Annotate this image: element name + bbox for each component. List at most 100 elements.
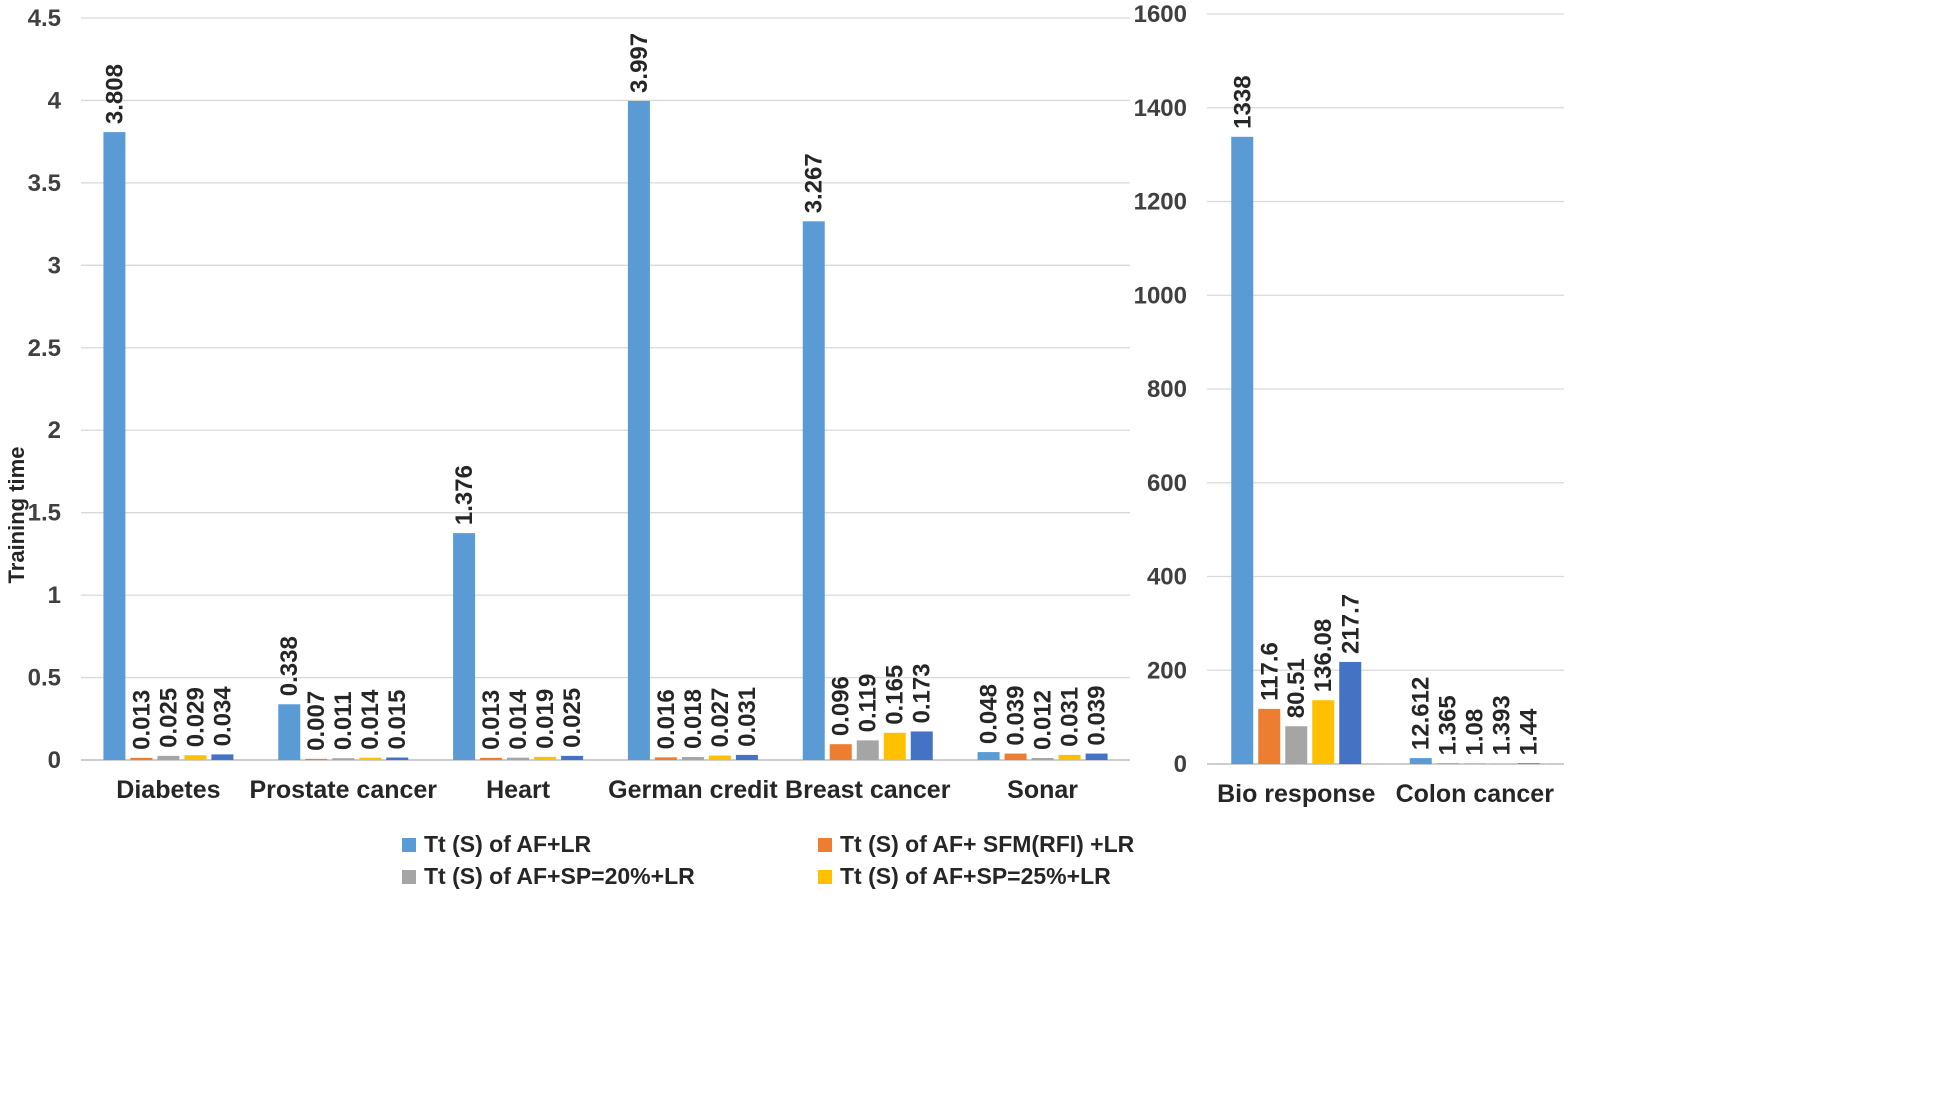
y-tick-label: 1 [48,582,61,609]
data-label-breast-cancer-s3: 0.119 [855,674,882,733]
data-label-prostate-cancer-s3: 0.011 [330,691,357,750]
bar-sonar-s4 [1058,754,1081,760]
bar-colon-cancer-s5 [1517,763,1540,764]
data-label-german-credit-s2: 0.016 [653,689,680,749]
bar-diabetes-s4 [184,755,207,760]
data-label-bio-response-s3: 80.51 [1283,658,1310,718]
y-tick-label: 1.5 [28,500,61,527]
bar-bio-response-s5 [1339,661,1362,764]
bar-german-credit-s2 [654,757,677,760]
category-label-sonar: Sonar [1007,776,1078,804]
legend-label-4: Tt (S) of AF+SP=25%+LR [840,863,1111,889]
bar-bio-response-s2 [1258,708,1281,764]
bar-breast-cancer-s4 [883,732,906,760]
y-tick-label: 200 [1147,657,1187,684]
y-tick-label: 4 [48,87,62,114]
data-label-sonar-s2: 0.039 [1003,686,1030,746]
data-label-diabetes-s1: 3.808 [101,64,128,124]
data-label-sonar-s4: 0.031 [1057,687,1084,747]
bar-sonar-s2 [1004,753,1027,760]
data-label-bio-response-s4: 136.08 [1310,619,1337,692]
bar-prostate-cancer-s2 [305,758,328,760]
data-label-colon-cancer-s2: 1.365 [1435,695,1462,755]
bar-breast-cancer-s5 [910,731,933,760]
data-label-prostate-cancer-s2: 0.007 [303,691,330,751]
data-label-colon-cancer-s5: 1.44 [1516,708,1543,755]
category-label-prostate-cancer: Prostate cancer [249,776,437,804]
right-chart: 0 200 400 600 800 1000 1200 1400 1600 Bio respons… [1134,1,1564,808]
bar-german-credit-s1 [627,100,650,761]
data-label-bio-response-s5: 217.7 [1337,594,1364,654]
bar-sonar-s5 [1085,753,1108,760]
data-label-prostate-cancer-s4: 0.014 [357,689,384,750]
bar-german-credit-s4 [708,755,731,760]
bar-sonar-s1 [977,752,1000,760]
data-label-colon-cancer-s1: 12.612 [1408,677,1435,750]
bar-prostate-cancer-s5 [386,757,409,760]
y-tick-label: 1000 [1134,282,1187,309]
bar-bio-response-s1 [1231,136,1254,764]
bar-bio-response-s3 [1285,726,1308,764]
legend-label-2: Tt (S) of AF+ SFM(RFI) +LR [840,831,1135,857]
data-label-diabetes-s4: 0.029 [182,687,209,747]
legend-swatch-2 [818,838,832,852]
data-label-bio-response-s2: 117.6 [1256,642,1283,701]
bar-heart-s5 [561,755,584,760]
bar-sonar-s3 [1031,758,1054,760]
category-label-diabetes: Diabetes [116,776,220,804]
bar-breast-cancer-s3 [856,740,879,760]
bar-heart-s3 [507,757,530,760]
data-label-breast-cancer-s1: 3.267 [801,153,828,213]
bar-colon-cancer-s2 [1436,763,1459,764]
bar-colon-cancer-s3 [1463,763,1486,764]
data-label-heart-s5: 0.025 [559,688,586,748]
bar-colon-cancer-s1 [1409,758,1432,764]
bar-german-credit-s5 [735,754,758,760]
legend: Tt (S) of AF+LR Tt (S) of AF+ SFM(RFI) +L… [402,831,1135,889]
y-tick-label: 1400 [1134,95,1187,122]
y-tick-label: 0 [1174,751,1187,778]
y-tick-label: 0 [48,747,61,774]
data-label-diabetes-s5: 0.034 [209,686,236,747]
category-label-german-credit: German credit [608,776,778,804]
bar-diabetes-s2 [130,757,153,760]
legend-swatch-3 [402,870,416,884]
bar-heart-s2 [480,757,503,760]
y-tick-label: 3.5 [28,170,61,197]
y-tick-label: 800 [1147,376,1187,403]
bar-bio-response-s4 [1312,700,1335,764]
bar-breast-cancer-s1 [802,221,825,761]
category-label-heart: Heart [486,776,551,804]
data-label-german-credit-s4: 0.027 [707,687,734,747]
data-label-breast-cancer-s2: 0.096 [828,676,855,736]
bar-colon-cancer-s4 [1490,763,1513,764]
y-tick-label: 600 [1147,470,1187,497]
bar-heart-s4 [534,756,557,760]
data-label-diabetes-s2: 0.013 [128,690,155,750]
data-label-german-credit-s5: 0.031 [734,687,761,747]
category-label-breast-cancer: Breast cancer [785,776,951,804]
legend-label-3: Tt (S) of AF+SP=20%+LR [424,863,695,889]
data-label-diabetes-s3: 0.025 [155,688,182,748]
data-label-prostate-cancer-s5: 0.015 [384,689,411,749]
data-label-heart-s3: 0.014 [505,689,532,750]
bar-breast-cancer-s2 [829,744,852,760]
data-label-colon-cancer-s4: 1.393 [1489,695,1516,755]
legend-swatch-4 [818,870,832,884]
data-label-heart-s4: 0.019 [532,689,559,749]
data-label-prostate-cancer-s1: 0.338 [276,636,303,696]
data-label-sonar-s3: 0.012 [1030,690,1057,750]
data-label-breast-cancer-s4: 0.165 [882,665,909,725]
category-label-bio-response: Bio response [1217,780,1375,808]
bar-diabetes-s1 [103,132,126,761]
category-label-colon-cancer: Colon cancer [1396,780,1555,808]
y-tick-label: 0.5 [28,665,61,692]
y-tick-label: 2 [48,417,61,444]
bar-heart-s1 [453,533,476,760]
bar-prostate-cancer-s1 [278,704,301,760]
y-tick-label: 400 [1147,564,1187,591]
data-label-german-credit-s1: 3.997 [626,33,653,93]
y-tick-label: 2.5 [28,335,61,362]
data-label-breast-cancer-s5: 0.173 [909,663,936,723]
